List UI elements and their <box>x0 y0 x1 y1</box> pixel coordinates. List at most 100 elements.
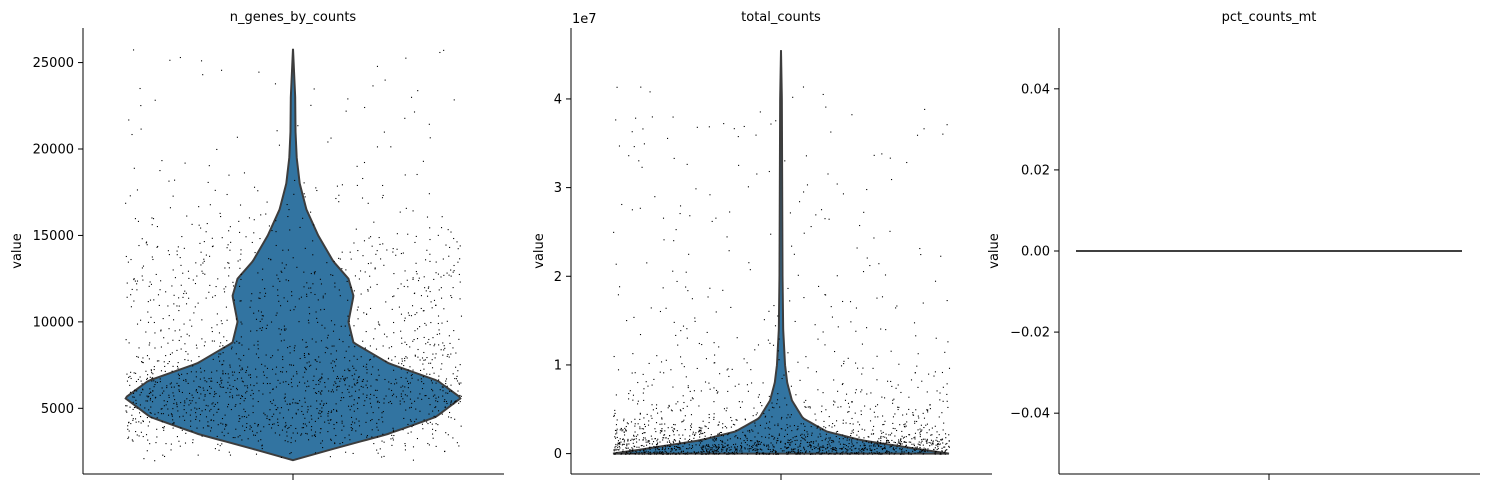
jitter-point <box>203 260 205 262</box>
jitter-point <box>146 417 148 419</box>
jitter-point <box>403 401 405 403</box>
jitter-point <box>651 417 653 419</box>
jitter-point <box>761 452 764 454</box>
jitter-point <box>929 404 931 406</box>
jitter-point <box>176 365 179 367</box>
jitter-point <box>918 417 920 419</box>
jitter-point <box>768 409 770 411</box>
jitter-point <box>673 157 675 159</box>
jitter-point <box>941 438 944 440</box>
jitter-point <box>327 378 329 380</box>
jitter-point <box>374 328 376 330</box>
jitter-point <box>740 442 743 444</box>
jitter-point <box>898 442 900 444</box>
jitter-point <box>813 441 815 443</box>
jitter-point <box>287 427 289 430</box>
jitter-point <box>735 449 737 451</box>
jitter-point <box>861 449 863 451</box>
jitter-point <box>184 343 186 345</box>
jitter-point <box>292 364 295 366</box>
jitter-point <box>277 421 279 423</box>
jitter-point <box>403 320 406 322</box>
jitter-point <box>817 448 819 450</box>
jitter-point <box>136 280 139 282</box>
jitter-point <box>871 451 873 453</box>
jitter-point <box>425 343 427 345</box>
jitter-point <box>195 344 197 346</box>
jitter-point <box>460 425 462 427</box>
jitter-point <box>931 443 933 445</box>
jitter-point <box>712 444 714 446</box>
jitter-point <box>274 404 276 406</box>
jitter-point <box>797 361 799 363</box>
jitter-point <box>212 358 214 360</box>
jitter-point <box>898 444 900 446</box>
jitter-point <box>191 400 193 402</box>
y-tick-label: 10000 <box>33 315 74 330</box>
jitter-point <box>196 427 198 429</box>
jitter-point <box>360 433 362 435</box>
jitter-point <box>331 389 334 391</box>
jitter-point <box>130 423 132 425</box>
jitter-point <box>850 452 852 454</box>
jitter-point <box>641 453 643 455</box>
jitter-point <box>252 412 254 414</box>
jitter-point <box>773 407 775 409</box>
jitter-point <box>846 450 848 452</box>
jitter-point <box>321 400 323 402</box>
jitter-point <box>404 174 406 176</box>
jitter-point <box>746 439 748 441</box>
jitter-point <box>681 450 683 452</box>
jitter-point <box>721 443 723 445</box>
jitter-point <box>696 126 698 128</box>
jitter-point <box>307 406 309 408</box>
jitter-point <box>136 355 138 358</box>
jitter-point <box>369 420 372 422</box>
jitter-point <box>912 450 914 452</box>
jitter-point <box>926 423 928 425</box>
jitter-point <box>812 453 814 455</box>
jitter-point <box>429 253 431 255</box>
jitter-point <box>407 286 409 288</box>
jitter-point <box>448 255 450 257</box>
jitter-point <box>202 427 204 429</box>
jitter-point <box>860 391 862 393</box>
jitter-point <box>363 240 366 242</box>
jitter-point <box>920 430 922 432</box>
jitter-point <box>441 297 443 299</box>
jitter-point <box>138 435 140 437</box>
jitter-point <box>176 349 178 351</box>
jitter-point <box>240 278 242 281</box>
jitter-point <box>459 401 461 403</box>
jitter-point <box>151 380 153 382</box>
jitter-point <box>787 352 789 354</box>
jitter-point <box>310 415 312 417</box>
jitter-point <box>289 345 291 348</box>
jitter-point <box>944 446 946 448</box>
jitter-point <box>676 446 678 449</box>
jitter-point <box>689 435 691 437</box>
jitter-point <box>632 450 634 452</box>
jitter-point <box>178 377 180 379</box>
jitter-point <box>708 453 710 455</box>
jitter-point <box>400 252 402 255</box>
jitter-point <box>238 342 240 344</box>
jitter-point <box>181 236 183 238</box>
jitter-point <box>642 439 644 441</box>
jitter-point <box>787 427 789 429</box>
jitter-point <box>357 381 359 384</box>
jitter-point <box>437 424 439 426</box>
jitter-point <box>297 125 299 127</box>
jitter-point <box>257 425 259 427</box>
jitter-point <box>239 231 241 233</box>
jitter-point <box>232 374 234 376</box>
jitter-point <box>888 441 890 443</box>
jitter-point <box>434 394 436 396</box>
jitter-point <box>329 456 331 458</box>
jitter-point <box>900 443 902 445</box>
jitter-point <box>657 438 659 440</box>
jitter-point <box>171 414 173 416</box>
jitter-point <box>655 431 657 433</box>
jitter-point <box>736 419 738 421</box>
jitter-point <box>731 368 733 370</box>
